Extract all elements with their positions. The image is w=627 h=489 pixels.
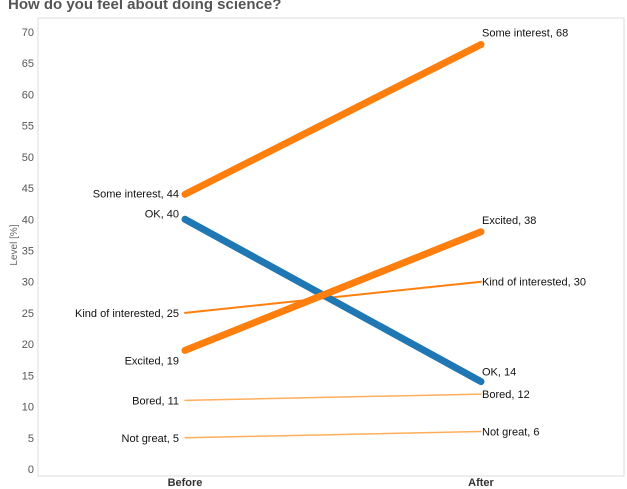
y-tick-label: 25	[22, 308, 34, 320]
data-label: OK, 40	[145, 208, 179, 220]
y-tick-label: 45	[22, 183, 34, 195]
series-line-excited	[181, 228, 485, 354]
data-label: OK, 14	[482, 367, 516, 379]
series-line-some-interest	[181, 40, 485, 198]
y-tick-label: 70	[22, 27, 34, 39]
series-line-bored	[184, 393, 482, 402]
data-label: Some interest, 44	[93, 188, 179, 200]
y-tick-label: 50	[22, 152, 34, 164]
y-tick-label: 35	[22, 246, 34, 258]
y-tick-label: 0	[28, 464, 34, 476]
data-label: Not great, 5	[122, 433, 179, 445]
data-label: Kind of interested, 25	[75, 308, 179, 320]
data-label: Excited, 19	[125, 355, 179, 367]
data-label: Bored, 12	[482, 389, 530, 401]
plot-area	[37, 17, 625, 477]
y-tick-label: 65	[22, 58, 34, 70]
y-tick-label: 40	[22, 214, 34, 226]
y-axis-label: Level [%]	[9, 224, 20, 265]
y-tick-label: 55	[22, 121, 34, 133]
y-axis: 0 5 10 15 20 25 30 35 40 45 50 55 60 65 70	[22, 27, 34, 476]
x-category-label: After	[468, 477, 494, 489]
data-label: Kind of interested, 30	[482, 277, 586, 289]
x-category-label: Before	[168, 477, 203, 489]
series-lines	[181, 40, 485, 439]
y-tick-label: 5	[28, 433, 34, 445]
data-label: Bored, 11	[132, 395, 179, 407]
chart-title: How do you feel about doing science?	[8, 0, 282, 13]
data-label: Some interest, 68	[482, 27, 568, 39]
y-tick-label: 30	[22, 277, 34, 289]
y-tick-label: 60	[22, 89, 34, 101]
data-label: Excited, 38	[482, 215, 536, 227]
y-tick-label: 20	[22, 339, 34, 351]
x-axis: Before After	[168, 477, 495, 489]
y-tick-label: 10	[22, 402, 34, 414]
y-tick-label: 15	[22, 370, 34, 382]
series-line-not-great	[184, 430, 482, 439]
series-line-ok	[181, 215, 485, 386]
data-labels: Some interest, 44 Some interest, 68 OK, 40…	[75, 27, 586, 444]
data-label: Not great, 6	[482, 427, 539, 439]
